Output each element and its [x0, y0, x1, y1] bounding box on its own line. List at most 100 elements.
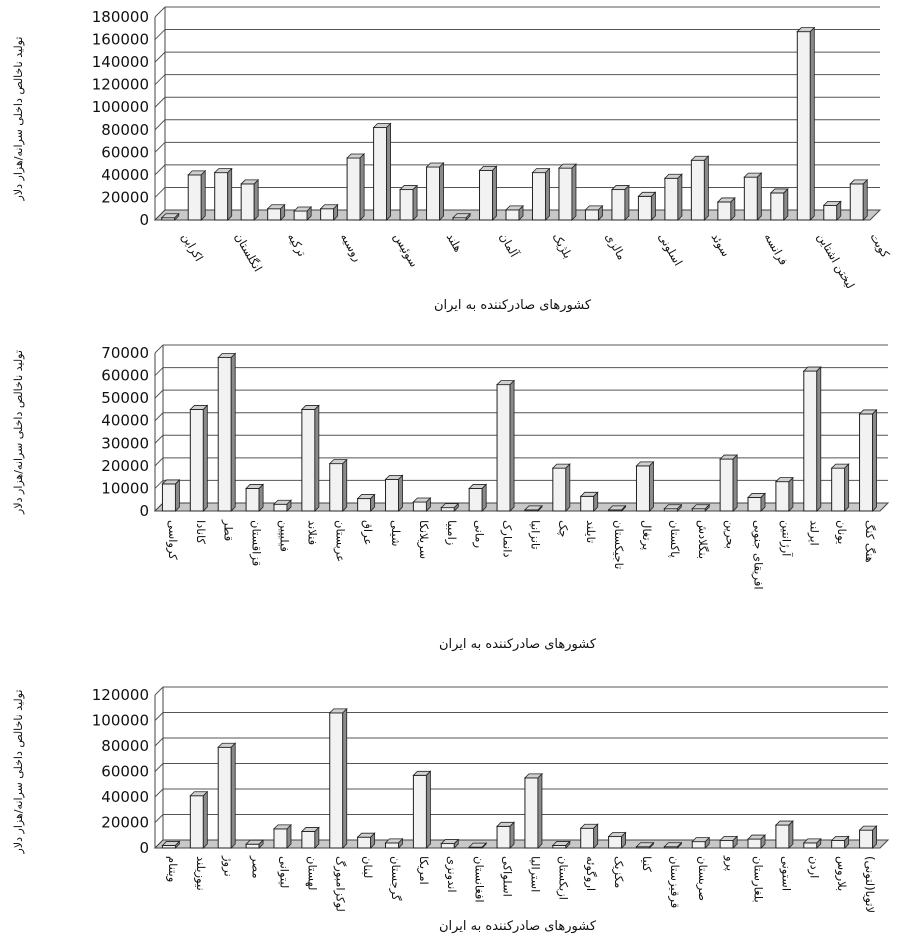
- x-tick-label: کرواسی: [165, 520, 180, 560]
- bar: [579, 823, 599, 849]
- bar-side: [426, 497, 431, 512]
- bar: [217, 742, 237, 849]
- y-tick-label: 70000: [101, 344, 149, 362]
- x-axis-title: کشورهای صادرکننده به ایران: [439, 919, 597, 934]
- x-tick-label: فرانسه: [761, 231, 791, 269]
- bars: [160, 26, 869, 221]
- bar-front: [584, 209, 599, 221]
- bar: [478, 165, 498, 221]
- bar-front: [552, 467, 567, 512]
- bar-front: [580, 827, 595, 849]
- bar-front: [426, 166, 441, 221]
- bar: [245, 483, 265, 512]
- bar-front: [747, 496, 762, 512]
- bar-front: [385, 478, 400, 512]
- x-tick-label: اکراین: [178, 231, 206, 265]
- x-tick-label: افغانستان: [473, 856, 487, 903]
- bar-side: [844, 463, 850, 512]
- y-tick-label: 180000: [92, 8, 149, 26]
- x-tick-label: ایرلند: [806, 520, 821, 546]
- bar-front: [558, 167, 573, 221]
- x-tick-label: زامبیا: [444, 520, 459, 545]
- bar-front: [399, 189, 414, 221]
- bar-front: [189, 795, 204, 849]
- bar-front: [524, 777, 539, 849]
- bar-side: [621, 831, 626, 849]
- bar: [830, 835, 850, 849]
- grid-depth-line: [154, 412, 164, 422]
- bar-front: [691, 841, 706, 849]
- x-tick-label: بلژیک: [549, 231, 575, 262]
- bar-side: [342, 707, 348, 849]
- bar: [802, 837, 822, 849]
- bar-side: [732, 835, 738, 849]
- bar: [769, 187, 789, 221]
- bar: [328, 707, 348, 849]
- grid-depth-line: [154, 164, 166, 176]
- bar-side: [537, 772, 543, 849]
- x-tick-label: هلند: [444, 231, 466, 255]
- bar-front: [320, 208, 335, 221]
- bar-front: [747, 838, 762, 849]
- category-labels: ویتنام نیوزیلند نروژ مصر لیتوانی لهستان لوکزام…: [165, 855, 877, 913]
- y-tick-label: 0: [139, 502, 149, 520]
- bar-front: [775, 481, 790, 512]
- y-tick-label: 60000: [101, 367, 149, 385]
- bar: [319, 203, 339, 221]
- x-tick-label: بلغارستان: [751, 856, 766, 903]
- bar: [356, 832, 376, 849]
- bar: [557, 163, 577, 221]
- x-tick-label: پرتغال: [639, 520, 654, 550]
- bar: [747, 834, 766, 849]
- bar: [719, 454, 739, 512]
- bar: [384, 474, 404, 512]
- bar: [551, 463, 571, 512]
- x-tick-label: لیختن اشتاین: [814, 231, 858, 292]
- grid-depth-line: [154, 434, 164, 444]
- x-tick-label: تاجیکستان: [612, 520, 626, 569]
- bar: [468, 483, 488, 512]
- grid-depth-line: [154, 814, 164, 823]
- bar-front: [743, 176, 758, 221]
- grid-depth-line: [154, 96, 166, 108]
- x-tick-label: سوئد: [708, 231, 733, 260]
- bar-side: [537, 504, 543, 512]
- bar: [607, 504, 627, 512]
- y-tick-label: 20000: [101, 457, 149, 475]
- bar-side: [816, 837, 822, 849]
- bar-front: [385, 842, 400, 849]
- bar: [663, 173, 683, 221]
- bar: [293, 206, 313, 221]
- x-tick-label: لیتوانی: [276, 856, 291, 888]
- bar-front: [217, 357, 232, 512]
- x-tick-label: لوکزامبورگ: [332, 856, 347, 912]
- bar: [328, 458, 348, 512]
- x-tick-label: استونی: [778, 856, 793, 891]
- bar: [273, 823, 292, 849]
- bar: [412, 770, 432, 849]
- bar-side: [306, 206, 312, 221]
- bar: [300, 826, 320, 849]
- x-tick-label: اسلونی: [655, 231, 686, 269]
- x-tick-label: ازبکستان: [555, 856, 570, 900]
- bar: [719, 835, 739, 849]
- bar: [245, 839, 265, 849]
- bar-side: [862, 178, 868, 221]
- bar-side: [788, 476, 794, 512]
- x-tick-label: قزاقستان: [249, 520, 264, 566]
- grid-depth-line: [154, 74, 166, 86]
- bar: [346, 153, 366, 221]
- x-tick-label: عراق: [360, 520, 375, 545]
- bar-side: [314, 826, 320, 849]
- bar-front: [775, 824, 790, 849]
- bar-front: [357, 498, 372, 512]
- bar-front: [608, 836, 623, 849]
- bar: [663, 503, 683, 512]
- bar-front: [412, 774, 427, 849]
- bar-front: [161, 483, 176, 512]
- bar: [496, 379, 516, 512]
- bar-side: [624, 184, 630, 221]
- bar-front: [664, 177, 679, 221]
